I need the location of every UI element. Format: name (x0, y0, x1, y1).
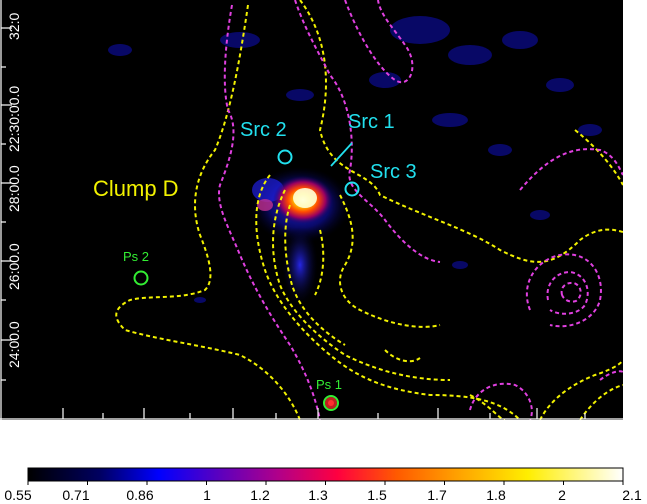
y-tick-label: 32:0 (6, 13, 22, 40)
contours (115, 0, 623, 420)
colorbar-tick-label: 1.5 (367, 487, 387, 503)
x-tick-label: 17:40.0 (514, 431, 561, 447)
y-tick-labels: 32:0 22:30:00.0 28:00.0 26:00.0 24:00.0 (6, 13, 22, 368)
label-src2: Src 2 (240, 119, 287, 141)
x-tick-labels: 30.0 20.0 10.0 6:18:00.0 50.0 17:40.0 (36, 431, 560, 447)
colorbar-tick-label: 1 (203, 487, 211, 503)
yellow-contours (115, 0, 623, 420)
x-tick-label: 50.0 (424, 431, 451, 447)
label-src1: Src 1 (348, 111, 395, 133)
x-tick-label: 20.0 (130, 431, 157, 447)
label-src3: Src 3 (370, 161, 417, 183)
colorbar-tick-label: 0.55 (4, 487, 31, 503)
colorbar-tick-label: 2.1 (622, 487, 642, 503)
colorbar-ticks (27, 481, 624, 485)
src2-marker (277, 149, 293, 165)
colorbar-tick-label: 1.3 (308, 487, 328, 503)
source-markers (133, 142, 360, 411)
colorbar-tick-label: 2 (558, 487, 566, 503)
label-ps1: Ps 1 (316, 377, 342, 392)
colorbar-tick-label: 0.71 (62, 487, 89, 503)
y-tick-label: 28:00.0 (6, 165, 22, 212)
magenta-contours (218, 0, 623, 420)
axes (0, 0, 623, 420)
label-ps2: Ps 2 (123, 249, 149, 264)
annotation-labels: Src 1 Src 2 Src 3 Clump D Ps 2 Ps 1 (93, 111, 417, 392)
xray-emission (108, 16, 602, 409)
src3-marker (344, 181, 360, 197)
x-tick-label: 6:18:00.0 (291, 431, 350, 447)
colorbar-tick-label: 1.7 (427, 487, 447, 503)
x-tick-label: 10.0 (219, 431, 246, 447)
colorbar (27, 467, 624, 482)
src1-pointer (330, 142, 353, 167)
y-tick-label: 22:30:00.0 (6, 86, 22, 152)
y-tick-label: 24:00.0 (6, 321, 22, 368)
colorbar-tick-labels: 0.55 0.71 0.86 1 1.2 1.3 1.5 1.7 1.8 2 2… (4, 487, 642, 503)
label-clump: Clump D (93, 176, 179, 201)
colorbar-tick-label: 1.8 (486, 487, 506, 503)
colorbar-tick-label: 0.86 (126, 487, 153, 503)
x-tick-label: 30.0 (36, 431, 63, 447)
y-tick-label: 26:00.0 (6, 243, 22, 290)
colorbar-tick-label: 1.2 (250, 487, 270, 503)
ps2-marker (133, 270, 149, 286)
ps1-marker (323, 395, 339, 411)
